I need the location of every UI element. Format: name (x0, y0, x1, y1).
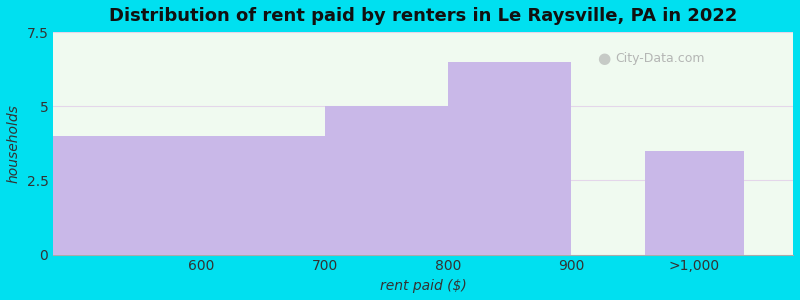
Bar (448, 62, 571, 255)
Bar (325, 106, 448, 255)
Bar (54, 136, 325, 255)
Bar (645, 151, 744, 255)
Title: Distribution of rent paid by renters in Le Raysville, PA in 2022: Distribution of rent paid by renters in … (109, 7, 738, 25)
Text: City-Data.com: City-Data.com (615, 52, 705, 65)
Text: ●: ● (597, 51, 610, 66)
X-axis label: rent paid ($): rent paid ($) (380, 279, 466, 293)
Y-axis label: households: households (7, 104, 21, 183)
